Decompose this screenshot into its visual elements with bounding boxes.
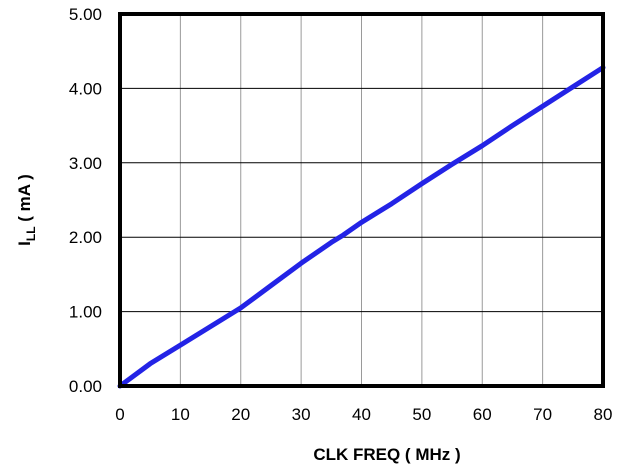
x-axis-title: CLK FREQ ( MHz ) [313,445,460,464]
y-tick-label: 2.00 [69,228,102,247]
x-tick-labels: 0 10 20 30 40 50 60 70 80 [115,405,612,424]
x-tick-label: 70 [533,405,552,424]
y-tick-labels: 0.00 1.00 2.00 3.00 4.00 5.00 [69,5,102,396]
x-tick-label: 10 [171,405,190,424]
x-tick-label: 80 [594,405,613,424]
x-tick-label: 20 [231,405,250,424]
y-axis-title-subscript: LL [24,226,38,241]
y-tick-label: 1.00 [69,303,102,322]
y-axis-title: ILL ( mA ) [15,174,38,246]
grid-lines [120,14,603,386]
y-axis-title-suffix: ( mA ) [15,174,34,226]
x-tick-label: 40 [352,405,371,424]
x-tick-label: 60 [473,405,492,424]
y-tick-label: 4.00 [69,79,102,98]
y-tick-label: 3.00 [69,154,102,173]
y-tick-label: 5.00 [69,5,102,24]
x-tick-label: 30 [292,405,311,424]
x-tick-label: 50 [412,405,431,424]
y-tick-label: 0.00 [69,377,102,396]
x-tick-label: 0 [115,405,124,424]
